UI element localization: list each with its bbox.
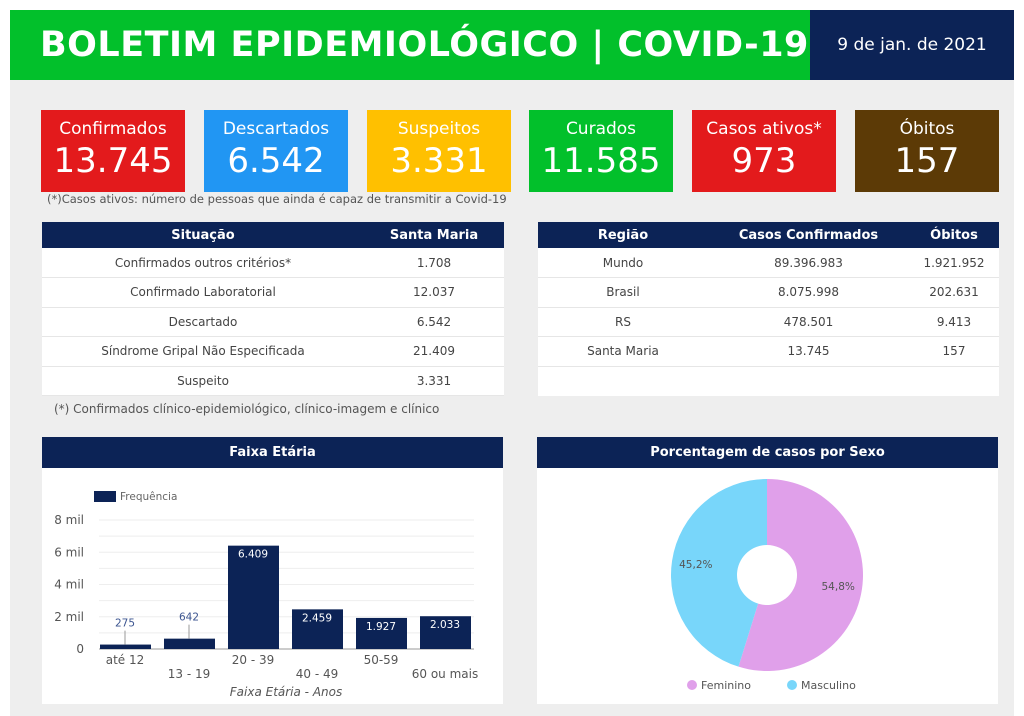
bar: [292, 609, 343, 649]
stat-value: 11.585: [541, 141, 661, 181]
situacao-note: (*) Confirmados clínico-epidemiológico, …: [54, 402, 440, 416]
table-row: Síndrome Gripal Não Especificada 21.409: [42, 336, 504, 367]
x-tick-label: 20 - 39: [232, 653, 275, 667]
table-row: Suspeito 3.331: [42, 366, 504, 396]
stat-label: Curados: [565, 119, 637, 139]
legend-swatch: [94, 491, 116, 502]
stat-label: Casos ativos*: [706, 119, 822, 139]
bar-label: 642: [179, 612, 199, 624]
table-cell: 9.413: [909, 307, 999, 337]
table-cell: 3.331: [364, 366, 504, 396]
donut-slice: [738, 479, 863, 671]
page-title: BOLETIM EPIDEMIOLÓGICO | COVID-19: [10, 10, 810, 80]
bar: [356, 617, 407, 649]
legend-swatch: [687, 680, 697, 690]
y-tick-label: 0: [76, 642, 84, 656]
table-row: Mundo 89.396.983 1.921.952: [538, 248, 999, 278]
legend-swatch: [787, 680, 797, 690]
stat-card: Suspeitos 3.331: [367, 110, 511, 192]
table-cell: 13.745: [708, 336, 909, 367]
bar: [100, 644, 151, 649]
y-tick-label: 6 mil: [54, 545, 84, 559]
stat-value: 6.542: [227, 141, 325, 181]
table-row: Santa Maria 13.745 157: [538, 336, 999, 367]
stat-label: Descartados: [222, 119, 330, 139]
stat-label: Suspeitos: [397, 119, 481, 139]
stat-value: 13.745: [53, 141, 173, 181]
table-cell: Descartado: [42, 307, 364, 337]
y-tick-label: 2 mil: [54, 610, 84, 624]
table-cell: 157: [909, 336, 999, 367]
x-tick-label: 40 - 49: [296, 667, 339, 681]
slice-label: 54,8%: [822, 581, 855, 593]
table-row: RS 478.501 9.413: [538, 307, 999, 337]
table-cell: Confirmado Laboratorial: [42, 277, 364, 308]
legend-label: Masculino: [801, 679, 856, 692]
stat-card: Confirmados 13.745: [41, 110, 185, 192]
stat-card: Casos ativos* 973: [692, 110, 836, 192]
bar: [420, 616, 471, 649]
bar-label: 275: [115, 618, 135, 630]
col-header: Casos Confirmados: [708, 222, 909, 248]
table-cell: Confirmados outros critérios*: [42, 248, 364, 278]
bar-label: 2.459: [302, 612, 332, 624]
stat-label: Óbitos: [899, 119, 955, 139]
col-header: Região: [538, 222, 708, 248]
table-cell: Suspeito: [42, 366, 364, 396]
x-tick-label: até 12: [106, 653, 145, 667]
y-tick-label: 4 mil: [54, 578, 84, 592]
table-cell: 202.631: [909, 277, 999, 308]
bar-label: 6.409: [238, 549, 268, 561]
table-cell: 8.075.998: [708, 277, 909, 308]
table-cell: Mundo: [538, 248, 708, 278]
bar: [164, 638, 215, 649]
bar-label: 2.033: [430, 619, 460, 631]
stat-card: Óbitos 157: [855, 110, 999, 192]
stat-value: 3.331: [390, 141, 488, 181]
sex-chart-title: Porcentagem de casos por Sexo: [537, 437, 998, 468]
x-axis-title: Faixa Etária - Anos: [230, 685, 343, 699]
age-chart-title: Faixa Etária: [42, 437, 503, 468]
table-row: Brasil 8.075.998 202.631: [538, 277, 999, 308]
legend-label: Feminino: [701, 679, 751, 692]
table-row: Confirmado Laboratorial 12.037: [42, 277, 504, 308]
x-tick-label: 13 - 19: [168, 667, 211, 681]
stat-card: Curados 11.585: [529, 110, 673, 192]
table-row: Descartado 6.542: [42, 307, 504, 337]
y-tick-label: 8 mil: [54, 513, 84, 527]
stat-value: 973: [731, 141, 797, 181]
table-cell: RS: [538, 307, 708, 337]
table-cell: 1.921.952: [909, 248, 999, 278]
donut-slice: [671, 479, 767, 667]
col-header: Santa Maria: [364, 222, 504, 248]
table-cell: 21.409: [364, 336, 504, 367]
stat-value: 157: [894, 141, 960, 181]
cards-note: (*)Casos ativos: número de pessoas que a…: [47, 192, 507, 206]
table-cell: 1.708: [364, 248, 504, 278]
x-tick-label: 50-59: [364, 653, 399, 667]
legend-label: Frequência: [120, 491, 177, 503]
age-bar-chart: 0 2 mil 4 mil 6 mil 8 mil Frequência 275 até 12…: [54, 491, 478, 699]
table-row: Confirmados outros critérios* 1.708: [42, 248, 504, 278]
age-chart-panel: Faixa Etária: [42, 437, 503, 704]
regiao-table: Região Casos Confirmados Óbitos Mundo 89.39…: [538, 222, 999, 367]
table-cell: Brasil: [538, 277, 708, 308]
slice-label: 45,2%: [679, 559, 712, 571]
report-date: 9 de jan. de 2021: [810, 10, 1014, 80]
table-cell: 89.396.983: [708, 248, 909, 278]
situacao-table: Situação Santa Maria Confirmados outros c…: [42, 222, 504, 396]
stat-card: Descartados 6.542: [204, 110, 348, 192]
table-cell: Santa Maria: [538, 336, 708, 367]
stat-label: Confirmados: [59, 119, 167, 139]
col-header: Situação: [42, 222, 364, 248]
bar: [228, 545, 279, 649]
col-header: Óbitos: [909, 222, 999, 248]
sex-donut-chart: 54,8% Feminino 45,2% Masculino: [671, 479, 863, 692]
table-cell: 6.542: [364, 307, 504, 337]
x-tick-label: 60 ou mais: [412, 667, 478, 681]
table-cell: Síndrome Gripal Não Especificada: [42, 336, 364, 367]
bar-label: 1.927: [366, 621, 396, 633]
table-cell: 478.501: [708, 307, 909, 337]
table-cell: 12.037: [364, 277, 504, 308]
